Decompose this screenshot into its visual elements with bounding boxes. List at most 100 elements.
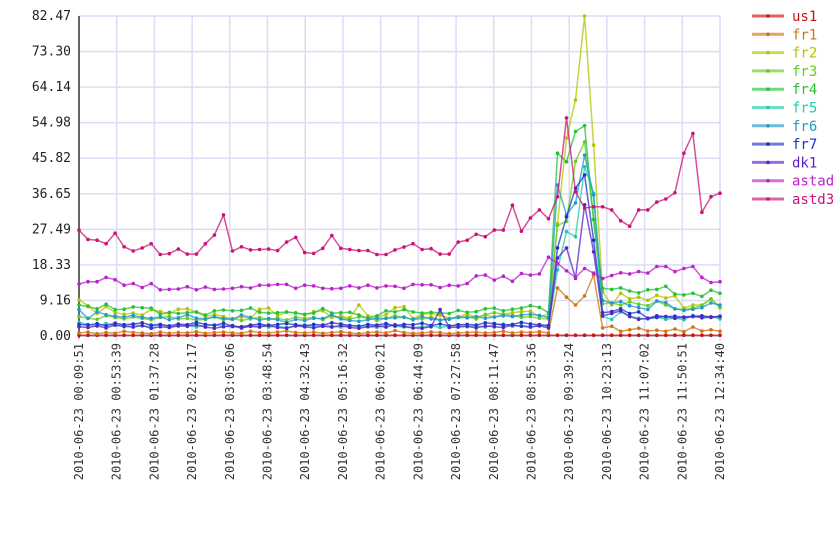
data-point-fr3 [555,223,560,228]
data-point-astd3 [293,235,298,240]
data-point-fr1 [573,303,578,307]
data-point-astad [366,283,370,288]
data-point-astad [77,282,81,286]
data-point-dk1 [528,325,533,329]
series-fr2 [77,14,722,322]
data-point-fr6 [239,313,244,317]
data-point-fr6 [501,314,506,318]
data-point-fr6 [582,153,587,157]
data-point-astad [212,287,217,292]
data-point-fr1 [700,329,704,333]
x-tick-label: 2010-06-23 12:34:40 [713,343,727,480]
data-point-astd3 [311,251,316,256]
data-point-us1 [537,333,542,338]
data-point-fr7 [582,173,587,177]
data-point-fr7 [492,321,497,326]
data-point-astad [420,283,424,287]
data-point-astad [357,286,361,290]
data-point-fr6 [402,315,406,319]
data-point-astad [140,285,144,290]
data-point-fr4 [492,306,497,310]
data-point-astad [293,286,298,291]
data-point-fr2 [77,298,81,302]
data-point-astd3 [86,237,90,242]
data-point-astad [411,282,415,287]
data-point-astd3 [158,252,163,257]
data-point-astad [302,283,307,288]
data-point-astad [321,286,325,291]
data-point-fr4 [627,289,632,293]
data-point-us1 [122,333,126,338]
data-point-astd3 [709,194,713,199]
y-tick-label: 18.33 [32,258,71,273]
data-point-astad [158,288,163,292]
data-point-fr3 [492,310,497,315]
data-point-dk1 [501,325,506,330]
data-point-astd3 [203,241,208,246]
data-point-astad [113,277,117,282]
data-point-us1 [555,333,560,338]
data-point-fr4 [718,291,722,296]
y-tick-label: 64.14 [32,80,71,95]
data-point-fr6 [573,201,578,205]
data-point-us1 [212,333,217,338]
data-point-astd3 [77,228,81,232]
y-tick-label: 27.49 [32,222,71,237]
data-point-fr4 [339,310,343,315]
data-point-astad [564,269,569,273]
data-point-fr4 [384,309,388,313]
data-point-astad [609,273,614,278]
data-point-fr1 [646,329,650,333]
data-point-astd3 [700,210,704,214]
data-point-fr1 [600,326,605,330]
data-point-dk1 [95,324,99,328]
series-astad [77,255,722,292]
x-tick-label: 2010-06-23 06:00:21 [374,343,388,480]
series-fr5 [77,165,722,330]
legend-item-us1: us1 [752,9,817,25]
data-point-us1 [600,333,605,338]
data-point-fr6 [86,316,90,321]
data-point-fr6 [384,316,388,321]
data-point-astd3 [140,246,144,250]
data-point-us1 [709,333,713,338]
data-point-fr1 [564,295,569,300]
data-point-fr7 [330,321,334,325]
data-point-fr1 [149,331,153,336]
data-point-astd3 [113,231,117,235]
data-point-dk1 [537,324,542,328]
data-point-fr4 [77,303,81,307]
data-point-dk1 [113,323,117,327]
data-point-us1 [248,333,253,338]
data-point-fr4 [582,123,587,128]
data-point-fr1 [302,331,307,335]
data-point-us1 [501,333,506,338]
data-point-astd3 [393,248,397,252]
x-tick-label: 2010-06-23 05:16:32 [336,343,350,480]
data-point-astd3 [573,189,578,194]
series-line-astad [78,256,721,291]
data-point-astad [275,282,280,287]
data-point-fr4 [167,310,172,315]
data-point-astad [266,283,271,288]
data-point-dk1 [474,326,479,330]
data-point-fr7 [438,322,442,326]
data-point-astad [664,264,668,269]
data-point-dk1 [104,326,108,330]
data-point-fr2 [636,295,641,300]
data-point-astad [718,279,722,284]
data-point-us1 [393,333,397,338]
data-point-fr2 [655,293,659,298]
data-point-fr4 [564,160,569,164]
data-point-fr6 [230,317,235,322]
data-point-dk1 [122,324,126,329]
data-point-fr6 [456,315,461,320]
y-tick-label: 45.82 [32,151,71,166]
data-point-dk1 [600,314,605,318]
x-tick-label: 2010-06-23 09:39:24 [562,343,576,480]
data-point-astad [447,283,452,288]
data-point-fr5 [609,317,614,322]
data-point-astad [131,281,135,286]
data-point-fr6 [682,308,686,313]
data-point-fr4 [691,291,695,296]
